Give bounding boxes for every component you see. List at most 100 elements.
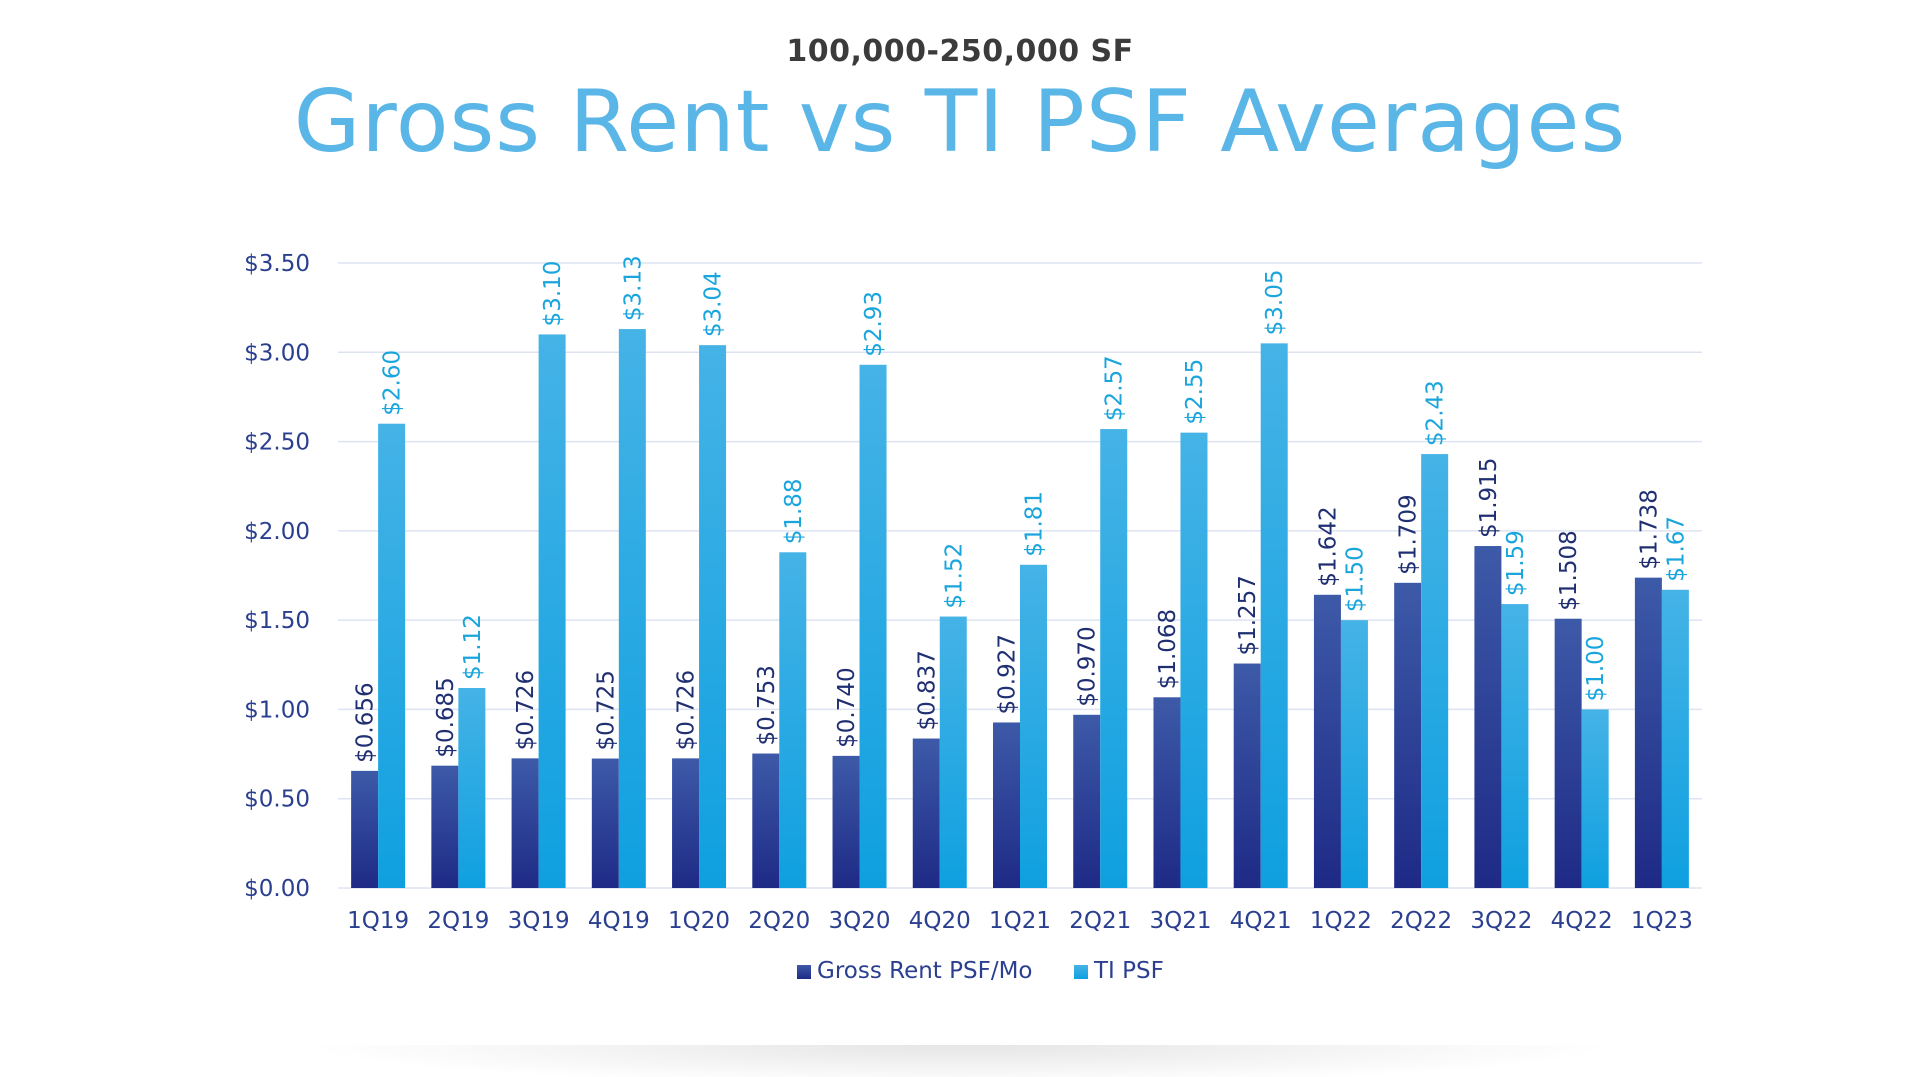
x-tick-label: 1Q21 bbox=[989, 908, 1051, 934]
bar-ti-psf bbox=[1340, 620, 1368, 888]
data-label-gross-rent: $0.726 bbox=[674, 670, 700, 750]
bar-ti-psf bbox=[538, 334, 566, 888]
data-label-ti-psf: $1.67 bbox=[1663, 516, 1689, 582]
x-tick-label: 2Q22 bbox=[1390, 908, 1452, 934]
bar-gross-rent bbox=[511, 758, 539, 888]
bar-ti-psf bbox=[1020, 564, 1047, 888]
y-tick-label: $1.00 bbox=[244, 697, 310, 723]
chart-subtitle: 100,000-250,000 SF bbox=[786, 34, 1134, 69]
bar-gross-rent bbox=[1233, 663, 1261, 888]
data-label-gross-rent: $0.753 bbox=[754, 665, 780, 745]
x-tick-label: 1Q23 bbox=[1631, 908, 1693, 934]
x-tick-label: 4Q19 bbox=[588, 908, 650, 934]
x-tick-label: 1Q20 bbox=[668, 908, 730, 934]
data-label-ti-psf: $3.05 bbox=[1262, 269, 1288, 335]
bar-gross-rent bbox=[1073, 714, 1101, 888]
bar-ti-psf bbox=[1421, 454, 1449, 888]
bar-ti-psf bbox=[939, 616, 967, 888]
data-label-ti-psf: $1.59 bbox=[1503, 530, 1529, 596]
data-label-ti-psf: $1.88 bbox=[781, 478, 807, 544]
y-tick-label: $2.00 bbox=[244, 519, 310, 545]
bar-gross-rent bbox=[1313, 594, 1341, 888]
data-label-ti-psf: $3.13 bbox=[620, 255, 646, 321]
x-tick-label: 1Q19 bbox=[347, 908, 409, 934]
bar-ti-psf bbox=[1501, 604, 1529, 888]
bottom-shadow bbox=[300, 1045, 1620, 1077]
bar-gross-rent bbox=[591, 758, 619, 888]
y-tick-label: $3.00 bbox=[244, 340, 310, 366]
x-tick-label: 3Q21 bbox=[1149, 908, 1211, 934]
bar-gross-rent bbox=[351, 770, 379, 888]
data-label-ti-psf: $2.93 bbox=[861, 291, 887, 357]
bar-gross-rent bbox=[1394, 582, 1422, 888]
y-axis-ticks: $0.00 $0.50 $1.00 $1.50 $2.00 $2.50 $3.00 $3.50 bbox=[244, 251, 310, 902]
x-tick-label: 4Q21 bbox=[1230, 908, 1292, 934]
x-tick-label: 1Q22 bbox=[1310, 908, 1372, 934]
bar-ti-psf bbox=[859, 364, 887, 888]
x-tick-label: 3Q19 bbox=[508, 908, 570, 934]
legend-swatch-rent bbox=[797, 965, 811, 979]
data-label-gross-rent: $0.970 bbox=[1075, 626, 1101, 706]
data-label-gross-rent: $0.837 bbox=[914, 650, 940, 730]
x-tick-label: 2Q21 bbox=[1069, 908, 1131, 934]
data-label-gross-rent: $0.685 bbox=[433, 677, 459, 757]
data-label-ti-psf: $1.52 bbox=[941, 543, 967, 609]
chart-title: Gross Rent vs TI PSF Averages bbox=[293, 72, 1627, 172]
bar-ti-psf bbox=[1581, 709, 1609, 888]
y-tick-label: $3.50 bbox=[244, 251, 310, 277]
y-tick-label: $2.50 bbox=[244, 430, 310, 456]
x-tick-label: 3Q20 bbox=[829, 908, 891, 934]
data-label-gross-rent: $0.726 bbox=[513, 670, 539, 750]
data-label-gross-rent: $0.725 bbox=[593, 670, 619, 750]
bar-gross-rent bbox=[752, 753, 780, 888]
bar-ti-psf bbox=[1180, 432, 1208, 888]
data-labels: $0.656 $2.60 $0.685$1.12 $0.726 $3.10 $0.725 $… bbox=[353, 255, 1690, 763]
bar-gross-rent bbox=[993, 722, 1020, 888]
data-label-ti-psf: $2.55 bbox=[1182, 359, 1208, 425]
bar-gross-rent bbox=[1554, 618, 1582, 888]
data-label-ti-psf: $3.10 bbox=[540, 261, 566, 327]
bar-gross-rent bbox=[431, 765, 459, 888]
bars bbox=[351, 329, 1689, 889]
data-label-gross-rent: $1.508 bbox=[1556, 530, 1582, 610]
data-label-gross-rent: $1.709 bbox=[1396, 494, 1422, 574]
x-tick-label: 3Q22 bbox=[1470, 908, 1532, 934]
data-label-ti-psf: $1.81 bbox=[1022, 491, 1048, 557]
bar-ti-psf bbox=[779, 552, 807, 888]
data-label-gross-rent: $1.257 bbox=[1235, 575, 1261, 655]
data-label-gross-rent: $1.642 bbox=[1315, 506, 1341, 586]
x-tick-label: 4Q20 bbox=[909, 908, 971, 934]
x-tick-label: 4Q22 bbox=[1551, 908, 1613, 934]
x-axis-ticks: 1Q19 2Q19 3Q19 4Q19 1Q20 2Q20 3Q20 4Q20 1Q21 2Q21… bbox=[347, 908, 1693, 934]
bar-gross-rent bbox=[672, 758, 700, 888]
bar-ti-psf bbox=[699, 345, 727, 889]
data-label-ti-psf: $2.57 bbox=[1102, 355, 1128, 421]
bar-gross-rent bbox=[912, 738, 940, 888]
data-label-ti-psf: $1.00 bbox=[1583, 636, 1609, 702]
y-tick-label: $0.50 bbox=[244, 787, 310, 813]
data-label-ti-psf: $2.43 bbox=[1423, 380, 1449, 446]
data-label-gross-rent: $1.068 bbox=[1155, 609, 1181, 689]
legend-label-ti: TI PSF bbox=[1093, 958, 1164, 984]
data-label-ti-psf: $3.04 bbox=[701, 271, 727, 337]
bar-gross-rent bbox=[1634, 577, 1662, 888]
bar-ti-psf bbox=[1661, 589, 1689, 888]
data-label-gross-rent: $0.740 bbox=[834, 667, 860, 747]
bar-gross-rent bbox=[1153, 697, 1181, 888]
x-tick-label: 2Q20 bbox=[748, 908, 810, 934]
bar-ti-psf bbox=[1260, 343, 1288, 888]
legend-swatch-ti bbox=[1074, 965, 1088, 979]
x-tick-label: 2Q19 bbox=[427, 908, 489, 934]
bar-ti-psf bbox=[1100, 429, 1128, 888]
data-label-ti-psf: $2.60 bbox=[380, 350, 406, 416]
bar-gross-rent bbox=[832, 755, 860, 888]
data-label-gross-rent: $1.738 bbox=[1636, 489, 1662, 569]
data-label-gross-rent: $0.656 bbox=[353, 682, 379, 762]
data-label-gross-rent: $0.927 bbox=[995, 634, 1021, 714]
bar-ti-psf bbox=[378, 423, 406, 888]
data-label-gross-rent: $1.915 bbox=[1476, 458, 1502, 538]
y-tick-label: $0.00 bbox=[244, 876, 310, 902]
bar-ti-psf bbox=[458, 688, 486, 888]
